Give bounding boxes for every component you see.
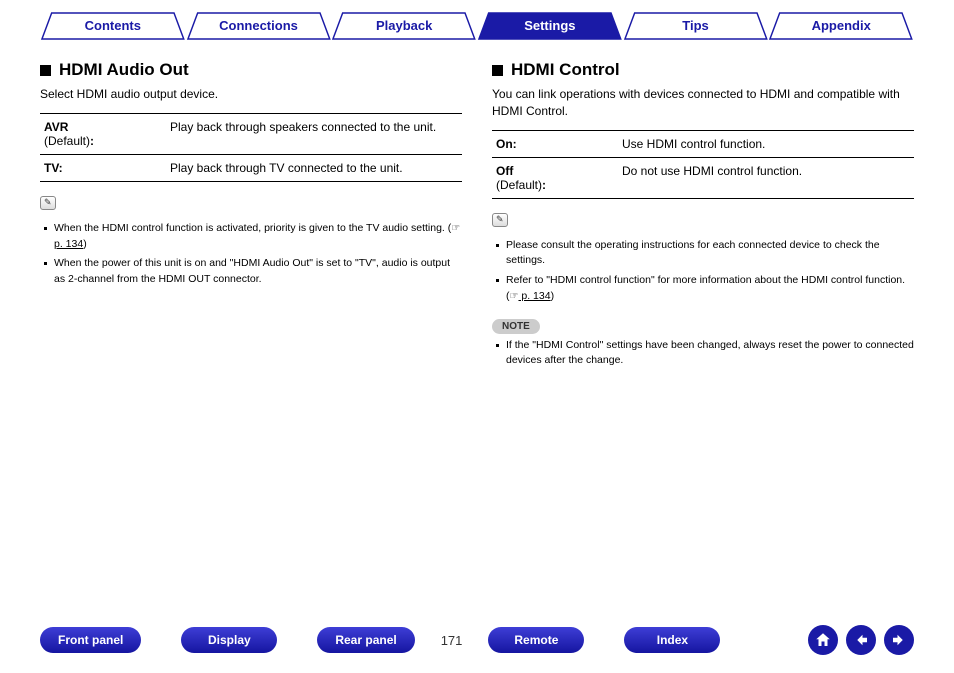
option-row: TV: Play back through TV connected to th… (40, 154, 462, 182)
option-label: On: (492, 137, 622, 151)
title-text: HDMI Audio Out (59, 60, 189, 80)
bullets-left: When the HDMI control function is activa… (40, 221, 462, 288)
title-text: HDMI Control (511, 60, 620, 80)
tab-connections[interactable]: Connections (186, 12, 332, 40)
page-link-icon: ☞ (451, 223, 460, 234)
prev-page-icon[interactable] (846, 625, 876, 655)
page-reference[interactable]: p. 134 (518, 290, 550, 302)
option-row: AVR(Default): Play back through speakers… (40, 113, 462, 154)
bottom-nav: Front panel Display Rear panel 171 Remote I… (0, 625, 954, 655)
tab-label: Settings (524, 18, 575, 33)
square-bullet-icon (40, 65, 51, 76)
tab-label: Appendix (812, 18, 871, 33)
right-column: HDMI Control You can link operations wit… (492, 60, 914, 373)
option-label: Off(Default): (492, 164, 622, 192)
option-value: Do not use HDMI control function. (622, 164, 914, 192)
option-row: On: Use HDMI control function. (492, 130, 914, 157)
option-label: AVR(Default): (40, 120, 170, 148)
tab-playback[interactable]: Playback (331, 12, 477, 40)
nav-pill-display[interactable]: Display (181, 627, 277, 653)
bullet-item: Refer to "HDMI control function" for mor… (506, 273, 914, 305)
section-title-control: HDMI Control (492, 60, 914, 80)
options-table-right: On: Use HDMI control function.Off(Defaul… (492, 130, 914, 199)
pencil-note-icon (40, 196, 56, 210)
tab-contents[interactable]: Contents (40, 12, 186, 40)
bullet-item: When the HDMI control function is activa… (54, 221, 462, 253)
nav-pill-index[interactable]: Index (624, 627, 720, 653)
left-column: HDMI Audio Out Select HDMI audio output … (40, 60, 462, 373)
note-badge: NOTE (492, 319, 540, 334)
tab-label: Playback (376, 18, 432, 33)
square-bullet-icon (492, 65, 503, 76)
nav-pill-remote[interactable]: Remote (488, 627, 584, 653)
nav-pill-rear-panel[interactable]: Rear panel (317, 627, 414, 653)
bullet-item: When the power of this unit is on and "H… (54, 256, 462, 288)
options-table-left: AVR(Default): Play back through speakers… (40, 113, 462, 182)
page-reference[interactable]: p. 134 (54, 238, 83, 250)
nav-pill-front-panel[interactable]: Front panel (40, 627, 141, 653)
section-desc: Select HDMI audio output device. (40, 86, 462, 103)
option-value: Play back through TV connected to the un… (170, 161, 462, 175)
option-label: TV: (40, 161, 170, 175)
tab-label: Connections (219, 18, 298, 33)
bullet-item: If the "HDMI Control" settings have been… (506, 338, 914, 370)
tab-settings[interactable]: Settings (477, 12, 623, 40)
option-value: Use HDMI control function. (622, 137, 914, 151)
next-page-icon[interactable] (884, 625, 914, 655)
home-icon[interactable] (808, 625, 838, 655)
page-number: 171 (433, 633, 471, 648)
section-desc: You can link operations with devices con… (492, 86, 914, 120)
option-value: Play back through speakers connected to … (170, 120, 462, 148)
tab-tips[interactable]: Tips (623, 12, 769, 40)
bullets-right: Please consult the operating instruction… (492, 238, 914, 305)
tab-appendix[interactable]: Appendix (768, 12, 914, 40)
section-title-audio-out: HDMI Audio Out (40, 60, 462, 80)
tab-label: Tips (682, 18, 709, 33)
note-bullets: If the "HDMI Control" settings have been… (492, 338, 914, 370)
option-row: Off(Default): Do not use HDMI control fu… (492, 157, 914, 199)
bullet-item: Please consult the operating instruction… (506, 238, 914, 270)
tab-label: Contents (85, 18, 141, 33)
pencil-note-icon (492, 213, 508, 227)
